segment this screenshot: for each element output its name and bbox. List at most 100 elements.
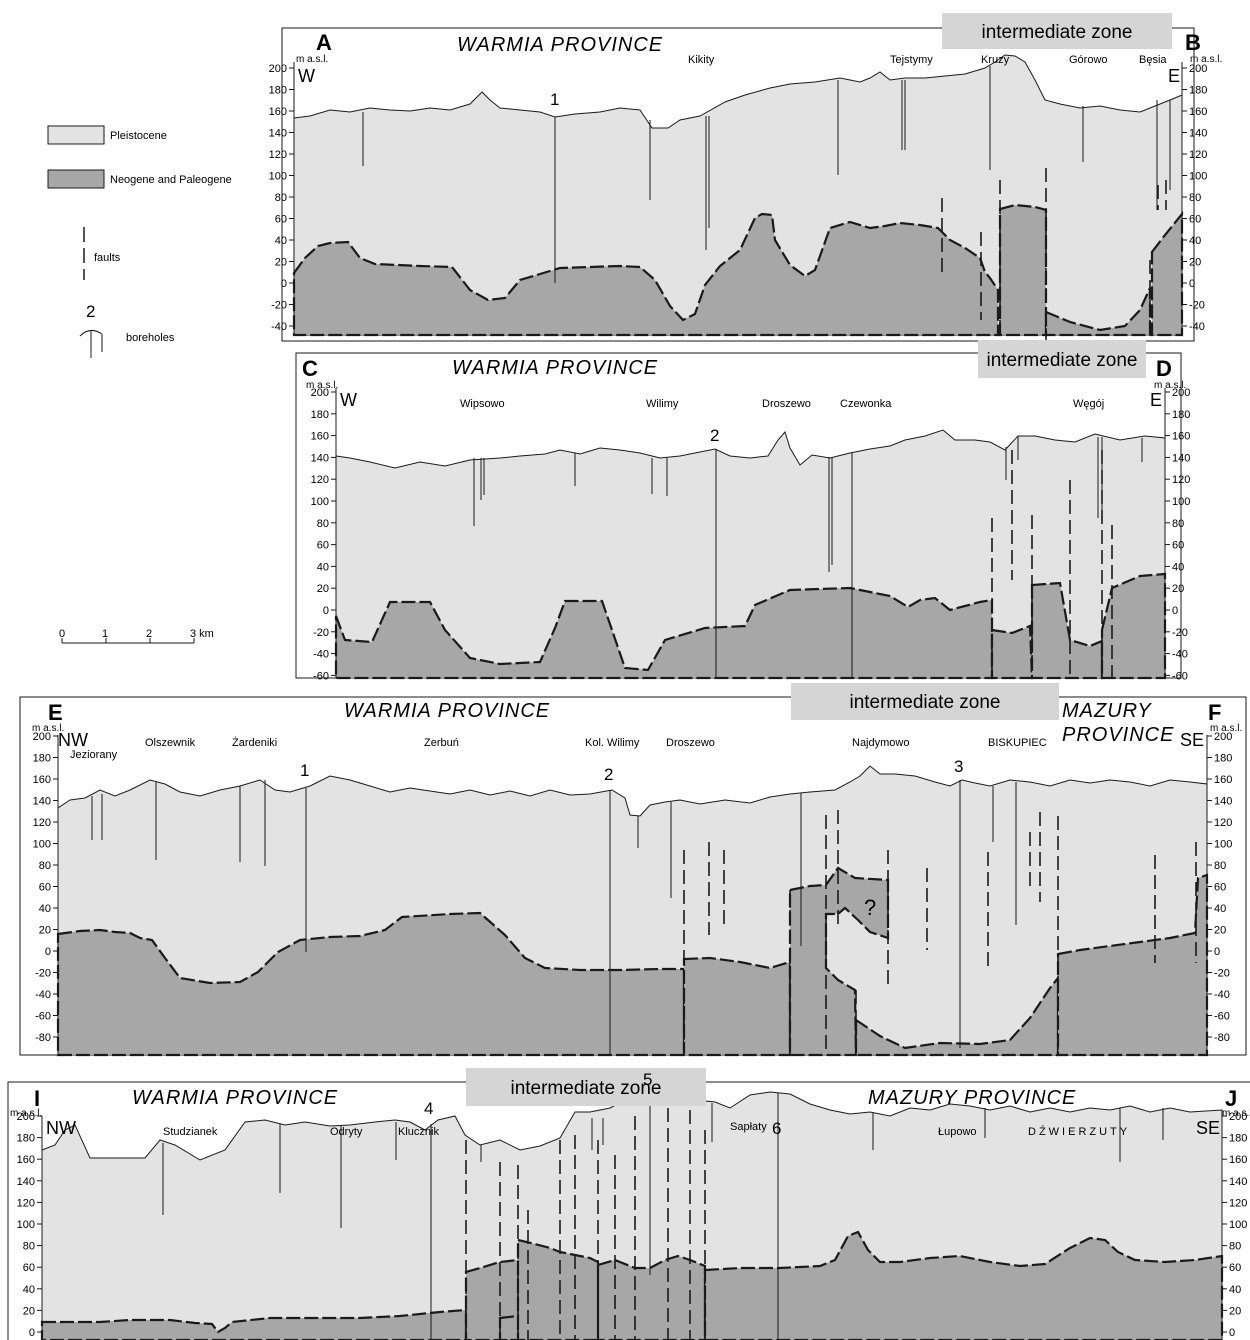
direction-left: NW bbox=[58, 730, 88, 750]
axis-tick-label: 120 bbox=[311, 474, 329, 486]
axis-tick-label: 100 bbox=[1189, 171, 1207, 183]
axis-tick-label: 80 bbox=[39, 860, 51, 872]
province-title: WARMIA PROVINCE bbox=[344, 700, 550, 722]
place-label: Odryty bbox=[330, 1126, 363, 1138]
axis-tick-label: 160 bbox=[1229, 1154, 1247, 1166]
axis-tick-label: 120 bbox=[33, 817, 51, 829]
section-letter-right: D bbox=[1156, 356, 1172, 381]
borehole-number: 5 bbox=[643, 1070, 652, 1089]
axis-tick-label: 40 bbox=[275, 235, 287, 247]
unit-label-left: m a.s.l. bbox=[10, 1108, 42, 1119]
legend-borehole-symbol bbox=[79, 330, 103, 358]
axis-tick-label: -60 bbox=[35, 1011, 51, 1023]
axis-tick-label: 180 bbox=[1229, 1133, 1247, 1145]
section-letter-left: C bbox=[302, 356, 318, 381]
axis-tick-label: 0 bbox=[29, 1327, 35, 1339]
unit-label-left: m a.s.l. bbox=[32, 723, 64, 734]
axis-tick-label: 20 bbox=[1214, 925, 1226, 937]
place-label: Klucznik bbox=[398, 1126, 439, 1138]
axis-tick-label: 60 bbox=[317, 540, 329, 552]
place-label: Zerbuń bbox=[424, 737, 459, 749]
axis-tick-label: 200 bbox=[1214, 731, 1232, 743]
axis-tick-label: 60 bbox=[23, 1262, 35, 1274]
axis-tick-label: 140 bbox=[269, 128, 287, 140]
axis-tick-label: 200 bbox=[1229, 1111, 1247, 1123]
direction-left: NW bbox=[46, 1118, 76, 1138]
direction-right: SE bbox=[1196, 1118, 1220, 1138]
legend-faults-label: faults bbox=[94, 252, 121, 264]
section-letter-right: J bbox=[1225, 1086, 1237, 1111]
axis-tick-label: 20 bbox=[1189, 257, 1201, 269]
boreholes bbox=[91, 780, 1017, 1055]
faults bbox=[683, 810, 1197, 1055]
axis-tick-label: 100 bbox=[1172, 496, 1190, 508]
neogene-layer bbox=[56, 911, 686, 1057]
place-label: Łupowo bbox=[938, 1126, 977, 1138]
place-label: BISKUPIEC bbox=[988, 737, 1047, 749]
axis-tick-label: 120 bbox=[269, 149, 287, 161]
place-label: Wipsowo bbox=[460, 398, 505, 410]
axis-tick-label: 180 bbox=[269, 85, 287, 97]
axis-tick-label: -80 bbox=[1214, 1032, 1230, 1044]
axis-tick-label: 140 bbox=[17, 1176, 35, 1188]
axis-tick-label: -40 bbox=[1214, 989, 1230, 1001]
axis-tick-label: 140 bbox=[1172, 452, 1190, 464]
place-label: Sapłaty bbox=[730, 1121, 767, 1133]
place-label: Studzianek bbox=[163, 1126, 218, 1138]
axis-tick-label: 80 bbox=[1214, 860, 1226, 872]
place-label: Droszewo bbox=[762, 398, 811, 410]
neogene-layer-east bbox=[703, 1230, 1224, 1340]
neogene-layer-east bbox=[998, 203, 1048, 337]
axis-tick-label: 0 bbox=[1214, 946, 1220, 958]
legend-pleistocene-label: Pleistocene bbox=[110, 130, 167, 142]
axis-tick-label: -40 bbox=[271, 321, 287, 333]
axis-tick-label: 0 bbox=[1189, 278, 1195, 290]
legend: Pleistocene Neogene and Paleogene faults… bbox=[47, 125, 232, 644]
axis-tick-label: 200 bbox=[17, 1111, 35, 1123]
axis-tick-label: 40 bbox=[23, 1284, 35, 1296]
place-label: Węgój bbox=[1073, 398, 1104, 410]
place-label: Górowo bbox=[1069, 54, 1108, 66]
axis-tick-label: 120 bbox=[1214, 817, 1232, 829]
axis-tick-label: 140 bbox=[1229, 1176, 1247, 1188]
axis-tick-label: 100 bbox=[1214, 839, 1232, 851]
axis-tick-label: 80 bbox=[317, 518, 329, 530]
axis-tick-label: 0 bbox=[323, 605, 329, 617]
place-label: DŹWIERZUTY bbox=[1028, 1125, 1130, 1138]
axis-tick-label: -80 bbox=[35, 1032, 51, 1044]
axis-tick-label: 60 bbox=[275, 214, 287, 226]
direction-right: E bbox=[1168, 66, 1180, 86]
unit-label-right: m a.s.l. bbox=[1154, 380, 1186, 391]
unit-label-left: m a.s.l. bbox=[296, 54, 328, 65]
borehole-number: 3 bbox=[954, 757, 963, 776]
axis-tick-label: 40 bbox=[1229, 1284, 1241, 1296]
axis-tick-label: 180 bbox=[17, 1133, 35, 1145]
place-label: Czewonka bbox=[840, 398, 892, 410]
axis-tick-label: 180 bbox=[311, 409, 329, 421]
place-label: Jeziorany bbox=[70, 749, 118, 761]
unit-label-right: m a.s.l. bbox=[1222, 1108, 1250, 1119]
axis-tick-label: -40 bbox=[313, 649, 329, 661]
place-label: Najdymowo bbox=[852, 737, 909, 749]
axis-tick-label: 40 bbox=[317, 561, 329, 573]
place-label: Kol. Wilimy bbox=[585, 737, 640, 749]
place-label: Olszewnik bbox=[145, 737, 196, 749]
neogene-layer-graben bbox=[1044, 287, 1152, 337]
axis-tick-label: -60 bbox=[1172, 670, 1188, 682]
province-title: WARMIA PROVINCE bbox=[132, 1087, 338, 1109]
zone-box bbox=[791, 683, 1059, 720]
direction-left: W bbox=[340, 390, 357, 410]
faults bbox=[941, 168, 1167, 340]
axis-tick-label: 0 bbox=[45, 946, 51, 958]
axis-tick-label: 100 bbox=[269, 171, 287, 183]
axis-tick-label: 180 bbox=[1172, 409, 1190, 421]
section-letter-left: E bbox=[48, 700, 63, 725]
axis-tick-label: 200 bbox=[311, 387, 329, 399]
legend-pleistocene-swatch bbox=[47, 125, 105, 145]
axis-tick-label: 0 bbox=[1229, 1327, 1235, 1339]
boreholes bbox=[473, 436, 1143, 678]
axis-tick-label: 120 bbox=[1172, 474, 1190, 486]
axis-tick-label: 80 bbox=[23, 1241, 35, 1253]
